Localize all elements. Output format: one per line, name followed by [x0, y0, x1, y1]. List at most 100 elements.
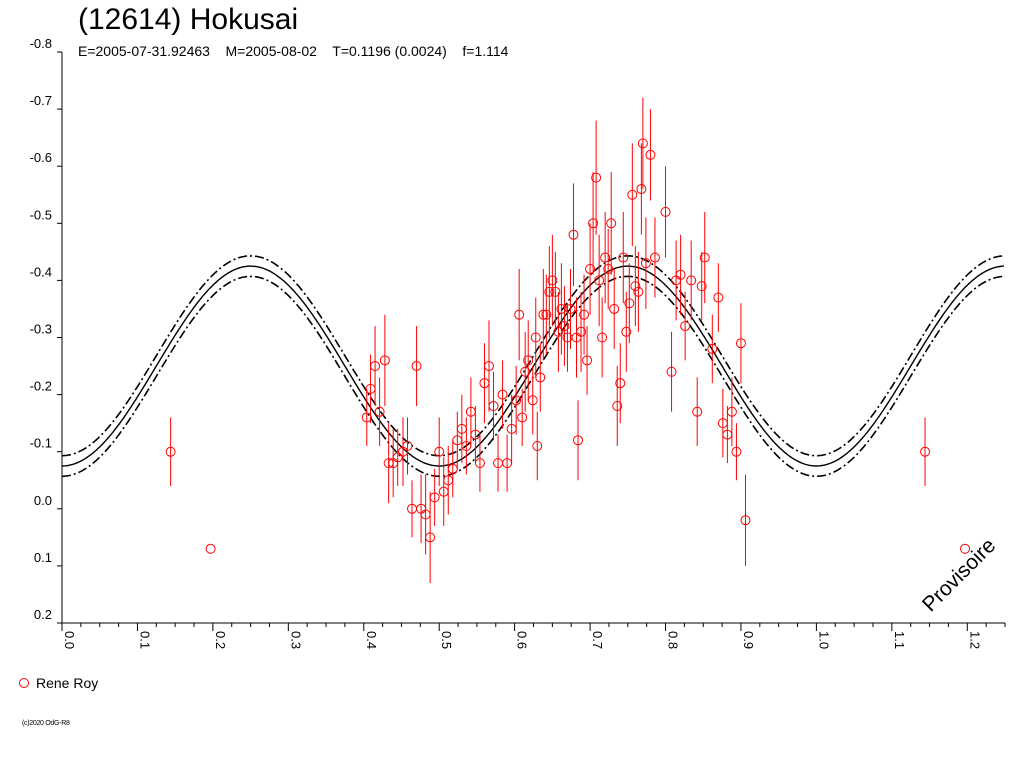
- data-points: [165, 97, 971, 584]
- y-tick-label: -0.3: [30, 322, 52, 337]
- data-point: [609, 303, 620, 314]
- x-tick-label: 0.9: [741, 631, 756, 649]
- data-point: [483, 361, 494, 372]
- data-point: [559, 321, 570, 332]
- data-point: [474, 458, 485, 469]
- data-point: [920, 446, 931, 457]
- data-point: [532, 440, 543, 451]
- x-tick-label: 0.5: [439, 631, 454, 649]
- legend-marker-icon: [19, 678, 29, 688]
- x-tick-label: 0.7: [590, 631, 605, 649]
- data-point: [576, 326, 587, 337]
- data-point: [205, 543, 216, 554]
- data-point: [497, 389, 508, 400]
- data-point: [618, 252, 629, 263]
- data-point: [630, 281, 641, 292]
- data-point: [392, 452, 403, 463]
- legend: Rene Roy: [18, 674, 98, 692]
- subtitle-mid: M=2005-08-02: [225, 43, 317, 59]
- subtitle-f: f=1.114: [462, 43, 509, 59]
- y-tick-label: -0.5: [30, 207, 52, 222]
- x-tick-label: 1.1: [892, 631, 907, 649]
- data-point: [960, 543, 971, 554]
- data-point: [553, 326, 564, 337]
- data-point: [726, 406, 737, 417]
- data-point: [374, 406, 385, 417]
- data-point: [582, 355, 593, 366]
- y-tick-label: 0.1: [34, 550, 52, 565]
- data-point: [591, 172, 602, 183]
- data-point: [666, 366, 677, 377]
- y-tick-label: -0.8: [30, 36, 52, 51]
- data-point: [649, 252, 660, 263]
- data-point: [594, 275, 605, 286]
- data-point: [585, 263, 596, 274]
- data-point: [411, 361, 422, 372]
- data-point: [633, 286, 644, 297]
- legend-label: Rene Roy: [36, 675, 99, 691]
- copyright-text: (c)2020 OdG-R8: [22, 720, 70, 727]
- x-tick-label: 0.2: [213, 631, 228, 649]
- data-point: [699, 252, 710, 263]
- data-point: [520, 366, 531, 377]
- data-point: [434, 446, 445, 457]
- y-tick-label: -0.6: [30, 150, 52, 165]
- data-point: [636, 184, 647, 195]
- data-point: [425, 532, 436, 543]
- data-point: [370, 361, 381, 372]
- data-point: [675, 269, 686, 280]
- data-point: [606, 218, 617, 229]
- data-point: [565, 303, 576, 314]
- data-point: [735, 338, 746, 349]
- data-point: [731, 446, 742, 457]
- x-tick-label: 0.4: [364, 631, 379, 649]
- subtitle-period: T=0.1196 (0.0024): [332, 43, 447, 59]
- data-point: [713, 292, 724, 303]
- data-point: [579, 309, 590, 320]
- data-point: [573, 435, 584, 446]
- y-tick-label: 0.2: [34, 607, 52, 622]
- x-tick-label: 1.0: [816, 631, 831, 649]
- x-tick-label: 1.2: [967, 631, 982, 649]
- data-point: [541, 309, 552, 320]
- x-tick-label: 0.3: [288, 631, 303, 649]
- data-point: [597, 332, 608, 343]
- data-point: [707, 343, 718, 354]
- data-point: [627, 189, 638, 200]
- data-point: [517, 412, 528, 423]
- data-point: [547, 275, 558, 286]
- data-point: [640, 258, 651, 269]
- y-tick-label: -0.2: [30, 379, 52, 394]
- axes: -0.8 -0.7 -0.6 -0.5 -0.4 -0.3 -0.2 -0.1 0.0 0.1 0.…: [30, 36, 1006, 649]
- chart-title: (12614) Hokusai: [78, 3, 299, 36]
- data-point: [544, 286, 555, 297]
- data-point: [680, 321, 691, 332]
- data-point: [511, 395, 522, 406]
- fit-upper-envelope: [61, 254, 1005, 457]
- x-tick-label: 0.0: [62, 631, 77, 649]
- data-point: [568, 229, 579, 240]
- data-point: [696, 281, 707, 292]
- data-point: [740, 515, 751, 526]
- y-tick-label: -0.7: [30, 93, 52, 108]
- chart-subtitle: E=2005-07-31.92463 M=2005-08-02 T=0.1196…: [78, 43, 508, 59]
- data-point: [402, 440, 413, 451]
- data-point: [488, 401, 499, 412]
- data-point: [514, 309, 525, 320]
- data-point: [588, 218, 599, 229]
- data-point: [523, 355, 534, 366]
- data-point: [612, 401, 623, 412]
- y-tick-label: -0.1: [30, 436, 52, 451]
- data-point: [527, 395, 538, 406]
- data-point: [535, 372, 546, 383]
- data-point: [621, 326, 632, 337]
- subtitle-epoch: E=2005-07-31.92463: [78, 43, 210, 59]
- data-point: [637, 138, 648, 149]
- data-point: [165, 446, 176, 457]
- data-point: [550, 286, 561, 297]
- data-point: [530, 332, 541, 343]
- data-point: [645, 149, 656, 160]
- data-point: [538, 309, 549, 320]
- data-point: [600, 252, 611, 263]
